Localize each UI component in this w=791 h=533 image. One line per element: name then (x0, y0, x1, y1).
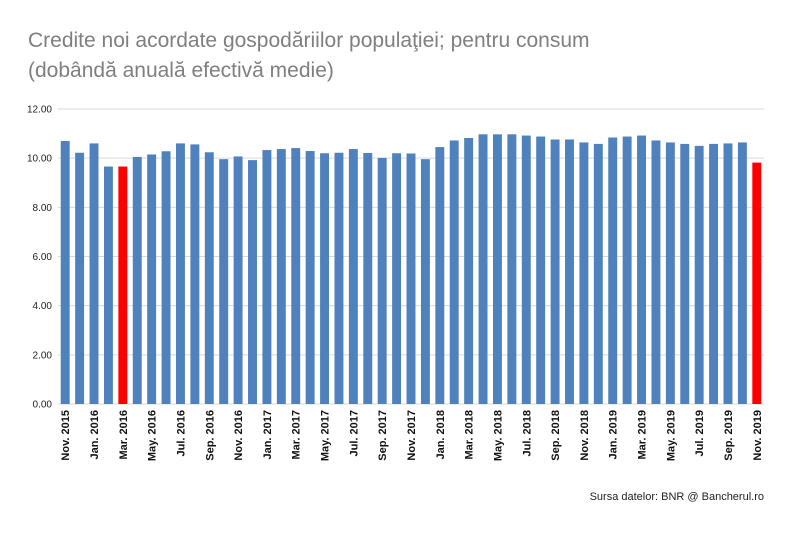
bar (363, 153, 373, 404)
x-tick-label: Jan. 2019 (608, 410, 620, 460)
bar (161, 151, 171, 404)
bar (507, 134, 517, 404)
y-tick-label: 8.00 (33, 203, 53, 214)
x-tick-label: May. 2017 (320, 410, 332, 461)
bar (622, 136, 632, 405)
bar (406, 153, 416, 404)
bar (75, 152, 85, 404)
bar (132, 156, 142, 404)
x-tick-label: May. 2018 (492, 410, 504, 461)
chart-title-line-1: Credite noi acordate gospodăriilor popul… (28, 29, 590, 52)
bar (348, 149, 358, 404)
x-tick-label: Sep. 2019 (723, 410, 735, 461)
bar-highlighted (118, 166, 128, 404)
bar (464, 138, 474, 404)
bar (377, 157, 387, 404)
bar (651, 140, 661, 404)
bar (60, 140, 70, 405)
y-tick-label: 0.00 (33, 400, 53, 411)
bar (392, 153, 402, 404)
bar (204, 152, 214, 404)
bar (492, 134, 502, 404)
bar (723, 143, 733, 404)
x-tick-label: Jul. 2017 (348, 410, 360, 456)
x-tick-label: Mar. 2016 (118, 410, 130, 460)
bar (320, 153, 330, 404)
bar (637, 135, 646, 405)
x-tick-label: Nov. 2016 (233, 410, 245, 461)
bar (737, 142, 747, 404)
bar (449, 140, 459, 404)
x-tick-label: Jul. 2016 (175, 410, 187, 456)
x-tick-label: Nov. 2018 (579, 410, 591, 461)
bar (103, 166, 113, 404)
x-tick-label: Nov. 2017 (406, 410, 418, 461)
y-tick-label: 6.00 (33, 252, 53, 263)
bar (593, 143, 603, 405)
x-tick-label: Mar. 2018 (464, 410, 476, 460)
bar (709, 143, 719, 405)
chart-title-line-2: (dobândă anuală efectivă medie) (28, 59, 334, 82)
bar (89, 143, 99, 404)
bar (334, 152, 344, 404)
y-tick-label: 2.00 (33, 350, 53, 361)
x-tick-label: Sep. 2017 (377, 410, 389, 461)
chart-title: Credite noi acordate gospodăriilor popul… (28, 26, 768, 86)
bar (219, 159, 229, 404)
bar (176, 143, 185, 404)
y-axis-ticks: 0.00 2.00 4.00 6.00 8.00 10.00 12.00 (27, 105, 52, 411)
bar-highlighted (752, 162, 762, 404)
bars (60, 134, 762, 405)
bar (233, 156, 243, 404)
x-tick-label: Mar. 2019 (637, 410, 649, 460)
bar (420, 159, 430, 404)
x-tick-label: Jan. 2016 (89, 410, 101, 460)
bar (147, 154, 157, 404)
x-tick-label: Nov. 2019 (752, 410, 764, 461)
bar (536, 136, 546, 405)
bar (680, 143, 690, 405)
bar (478, 134, 488, 404)
bar (579, 142, 589, 404)
x-tick-label: May. 2019 (665, 410, 677, 461)
bar (665, 142, 675, 404)
x-axis-ticks: Nov. 2015 Jan. 2016 Mar. 2016 May. 2016 Jul.… (60, 410, 764, 461)
bar (521, 135, 531, 405)
bar (190, 144, 200, 404)
y-tick-label: 12.00 (27, 105, 52, 116)
bar (276, 149, 286, 404)
y-tick-label: 10.00 (27, 154, 52, 165)
x-tick-label: May. 2016 (147, 410, 159, 461)
x-tick-label: Jul. 2019 (694, 410, 706, 456)
x-tick-label: Nov. 2015 (60, 410, 72, 461)
bar (435, 147, 445, 404)
bar (550, 139, 560, 404)
bar (565, 139, 574, 404)
bar (608, 137, 618, 404)
bar (291, 148, 301, 404)
x-tick-label: Sep. 2016 (204, 410, 216, 461)
x-tick-label: Mar. 2017 (291, 410, 303, 460)
bar (305, 151, 315, 404)
bar (262, 150, 272, 404)
source-note: Sursa datelor: BNR @ Bancherul.ro (589, 491, 764, 503)
bar (248, 160, 257, 404)
x-tick-label: Jan. 2017 (262, 410, 274, 460)
x-tick-label: Jan. 2018 (435, 410, 447, 460)
x-tick-label: Sep. 2018 (550, 410, 562, 461)
bar (694, 145, 704, 404)
y-tick-label: 4.00 (33, 301, 53, 312)
x-tick-label: Jul. 2018 (521, 410, 533, 456)
